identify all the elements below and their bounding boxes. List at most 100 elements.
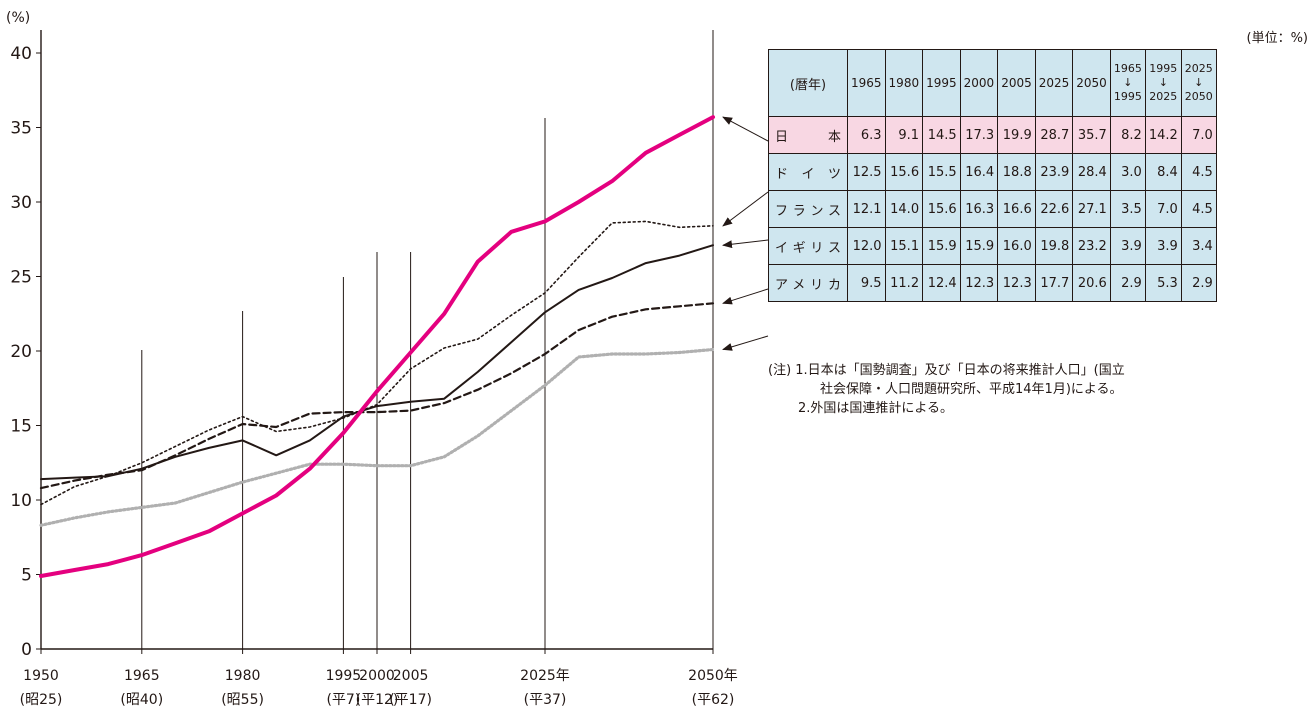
cell-value: 15.6 <box>922 190 961 228</box>
header-year: 2025 <box>1034 49 1074 117</box>
series-line <box>40 220 714 506</box>
cell-value: 35.7 <box>1072 116 1111 154</box>
y-tick-label: 5 <box>21 566 32 586</box>
change-from: 1995 <box>1149 62 1178 75</box>
y-tick-label: 15 <box>10 417 32 437</box>
cell-value: 14.5 <box>922 116 961 154</box>
table-row-usa: アメリカ 9.5 11.2 12.4 12.3 12.3 17.7 20.6 2… <box>768 264 1217 302</box>
header-year: 2050 <box>1072 49 1111 117</box>
cell-value: 17.3 <box>959 116 999 154</box>
cell-value: 12.3 <box>959 264 999 302</box>
cell-value: 28.7 <box>1034 116 1074 154</box>
cell-value: 28.4 <box>1072 153 1111 191</box>
cell-value: 3.0 <box>1109 153 1146 191</box>
cell-value: 15.9 <box>959 227 999 265</box>
header-year: 2000 <box>959 49 999 117</box>
cell-value: 3.5 <box>1109 190 1146 228</box>
x-tick-sublabel: (昭40) <box>120 692 163 708</box>
cell-value: 16.0 <box>997 227 1036 265</box>
cell-value: 12.5 <box>847 153 886 191</box>
note-line: (注) 1.日本は「国勢調査」及び「日本の将来推計人口」(国立 <box>768 363 1125 378</box>
x-tick-sublabel: (平62) <box>692 692 735 708</box>
x-tick-sublabel: (平7) <box>326 692 360 708</box>
down-arrow-icon: ↓ <box>1123 76 1133 89</box>
header-year: 1995 <box>922 49 961 117</box>
change-to: 2025 <box>1149 90 1178 103</box>
x-tick-label: 1950 <box>23 668 59 684</box>
cell-value: 18.8 <box>997 153 1036 191</box>
table-row-france: フランス 12.1 14.0 15.6 16.3 16.6 22.6 27.1 … <box>768 190 1217 228</box>
down-arrow-icon: ↓ <box>1194 76 1204 89</box>
cell-value: 16.4 <box>959 153 999 191</box>
x-tick-label: 2025年 <box>520 668 570 684</box>
cell-value: 4.5 <box>1180 153 1217 191</box>
cell-value: 12.3 <box>997 264 1036 302</box>
table-unit-label: (単位：%) <box>1246 31 1309 46</box>
cell-value: 15.5 <box>922 153 961 191</box>
country-name: イギリス <box>768 227 848 265</box>
cell-value: 16.6 <box>997 190 1036 228</box>
cell-value: 9.1 <box>884 116 924 154</box>
series-line <box>40 244 714 481</box>
cell-value: 3.9 <box>1109 227 1146 265</box>
y-tick-label: 40 <box>10 44 32 64</box>
pointer-arrow <box>722 335 769 351</box>
note-line: 社会保障・人口問題研究所、平成14年1月)による。 <box>820 382 1123 397</box>
notes: (注) 1.日本は「国勢調査」及び「日本の将来推計人口」(国立 社会保障・人口問… <box>768 361 1125 418</box>
cell-value: 7.0 <box>1180 116 1217 154</box>
change-from: 1965 <box>1113 62 1142 75</box>
cell-value: 15.9 <box>922 227 961 265</box>
cell-value: 16.3 <box>959 190 999 228</box>
table-row-japan: 日本 6.3 9.1 14.5 17.3 19.9 28.7 35.7 8.2 … <box>768 116 1217 154</box>
x-tick-sublabel: (平12) <box>356 692 399 708</box>
y-tick-label: 10 <box>10 491 32 511</box>
header-change: 1965 ↓ 1995 <box>1109 49 1146 117</box>
change-to: 1995 <box>1113 90 1142 103</box>
cell-value: 2.9 <box>1109 264 1146 302</box>
cell-value: 14.0 <box>884 190 924 228</box>
cell-value: 23.2 <box>1072 227 1111 265</box>
x-tick-label: 1995 <box>326 668 362 684</box>
cell-value: 15.1 <box>884 227 924 265</box>
cell-value: 4.5 <box>1180 190 1217 228</box>
pointer-arrow <box>722 191 769 227</box>
y-tick-label: 25 <box>10 268 32 288</box>
cell-value: 9.5 <box>847 264 886 302</box>
cell-value: 3.4 <box>1180 227 1217 265</box>
header-year-label: (暦年) <box>768 49 848 117</box>
x-tick-label: 2005 <box>393 668 429 684</box>
x-tick-label: 1980 <box>225 668 261 684</box>
cell-value: 8.2 <box>1109 116 1146 154</box>
cell-value: 12.1 <box>847 190 886 228</box>
y-tick-label: 30 <box>10 193 32 213</box>
x-tick-sublabel: (昭25) <box>20 692 63 708</box>
country-name: アメリカ <box>768 264 848 302</box>
x-tick-label: 2050年 <box>688 668 738 684</box>
cell-value: 2.9 <box>1180 264 1217 302</box>
cell-value: 27.1 <box>1072 190 1111 228</box>
series-line <box>39 347 715 527</box>
cell-value: 23.9 <box>1034 153 1074 191</box>
x-tick-label: 1965 <box>124 668 160 684</box>
change-from: 2025 <box>1184 62 1213 75</box>
cell-value: 19.9 <box>997 116 1036 154</box>
y-tick-label: 35 <box>10 119 32 139</box>
x-tick-sublabel: (平37) <box>524 692 567 708</box>
header-year: 1980 <box>884 49 924 117</box>
cell-value: 3.9 <box>1144 227 1182 265</box>
table-header-row: (暦年) 1965 1980 1995 2000 2005 2025 2050 … <box>768 49 1217 117</box>
cell-value: 8.4 <box>1144 153 1182 191</box>
cell-value: 20.6 <box>1072 264 1111 302</box>
change-to: 2050 <box>1184 90 1213 103</box>
down-arrow-icon: ↓ <box>1158 76 1168 89</box>
cell-value: 19.8 <box>1034 227 1074 265</box>
y-tick-label: 20 <box>10 342 32 362</box>
x-tick-sublabel: (昭55) <box>221 692 264 708</box>
country-name: 日本 <box>768 116 848 154</box>
country-name: ドイツ <box>768 153 848 191</box>
note-line: 2.外国は国連推計による。 <box>798 401 954 416</box>
header-year: 1965 <box>847 49 886 117</box>
pointer-arrow <box>722 116 769 142</box>
country-name: フランス <box>768 190 848 228</box>
